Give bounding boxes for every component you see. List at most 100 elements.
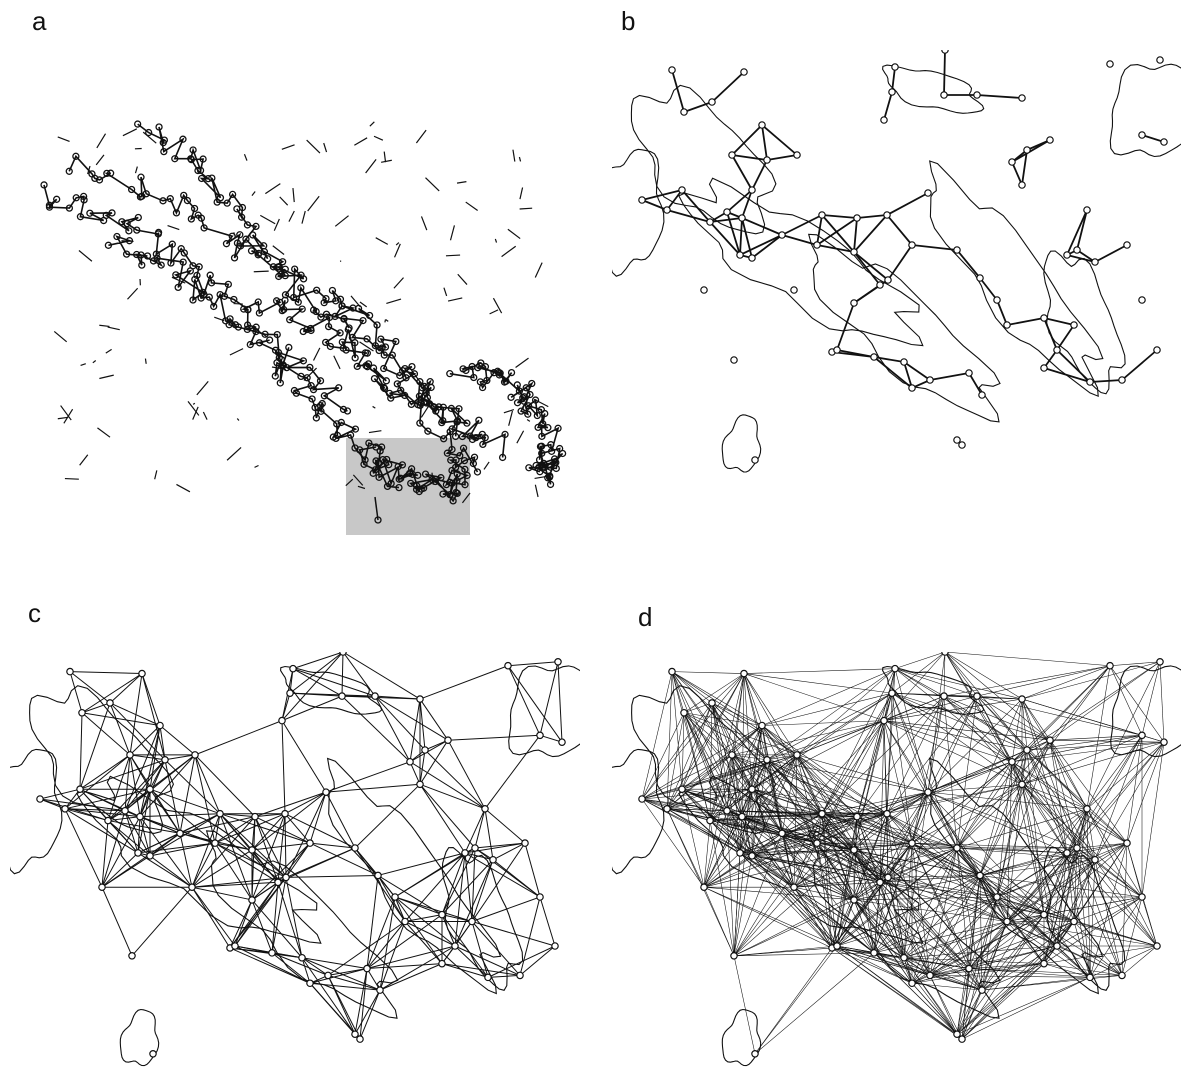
- network-edge: [761, 725, 823, 814]
- overview-edge: [386, 298, 402, 304]
- network-edge: [996, 847, 1078, 898]
- network-edge: [816, 813, 888, 844]
- overview-edge: [292, 188, 295, 203]
- network-edge: [1121, 896, 1143, 976]
- overview-node: [524, 402, 533, 410]
- network-edge: [961, 921, 1075, 1040]
- network-edge: [887, 784, 1023, 878]
- network-edge: [292, 668, 376, 697]
- overview-node: [414, 471, 422, 479]
- network-edge: [1141, 661, 1161, 736]
- network-edge: [703, 849, 855, 888]
- network-edge: [379, 945, 456, 991]
- overview-node: [519, 394, 527, 402]
- network-edge: [903, 896, 998, 958]
- overview-node: [544, 423, 552, 432]
- network-edge: [996, 808, 1088, 898]
- network-node: [98, 883, 106, 892]
- network-edge: [447, 734, 541, 741]
- overview-node: [306, 363, 314, 372]
- network-edge: [927, 791, 1068, 854]
- network-edge: [1026, 749, 1068, 853]
- overview-node: [479, 440, 487, 449]
- network-edge: [1006, 914, 1045, 922]
- network-edge: [836, 896, 998, 947]
- network-edge: [149, 788, 181, 834]
- network-edge: [301, 957, 356, 1035]
- network-node: [1008, 158, 1016, 166]
- network-edge: [79, 712, 83, 790]
- network-edge: [366, 968, 381, 991]
- network-edge: [1141, 735, 1165, 743]
- overview-node: [102, 211, 110, 220]
- overview-node: [281, 296, 289, 304]
- overview-node: [254, 251, 262, 259]
- cell-outline: [29, 685, 175, 834]
- network-edge: [234, 877, 287, 947]
- network-node: [138, 669, 146, 678]
- network-edge: [354, 847, 379, 876]
- network-edge: [731, 154, 753, 191]
- network-edge: [879, 847, 958, 883]
- network-node: [324, 971, 332, 980]
- network-edge: [781, 214, 823, 236]
- network-edge: [751, 855, 833, 949]
- overview-node: [86, 209, 94, 217]
- network-edge: [761, 124, 768, 161]
- overview-node: [526, 390, 534, 399]
- network-edge: [761, 725, 798, 756]
- network-node: [146, 785, 154, 794]
- network-edge: [234, 945, 311, 984]
- network-edge: [641, 798, 783, 834]
- network-edge: [726, 788, 753, 811]
- network-edge: [796, 754, 823, 814]
- network-edge: [831, 842, 913, 949]
- overview-node: [395, 483, 403, 492]
- network-edge: [891, 693, 958, 849]
- network-node: [638, 795, 646, 803]
- network-edge: [149, 759, 166, 790]
- network-edge: [1026, 749, 1128, 844]
- overview-node: [381, 343, 390, 351]
- network-edge: [131, 886, 193, 957]
- network-edge: [836, 882, 881, 947]
- network-edge: [781, 833, 855, 901]
- overview-node: [401, 391, 409, 400]
- overview-node: [286, 316, 294, 324]
- network-edge: [853, 882, 881, 901]
- overview-edge: [288, 210, 295, 222]
- overview-node: [179, 135, 187, 143]
- network-edge: [766, 720, 885, 761]
- network-edge: [766, 759, 929, 793]
- overview-node: [206, 271, 214, 279]
- overview-node: [365, 311, 374, 320]
- overview-node: [380, 384, 389, 393]
- network-edge: [733, 899, 855, 957]
- network-edge: [441, 963, 489, 978]
- network-node: [748, 186, 756, 194]
- overview-node: [80, 196, 88, 204]
- overview-node: [517, 407, 525, 415]
- network-edge: [703, 754, 798, 888]
- overview-node: [344, 325, 352, 334]
- overview-node: [456, 452, 464, 460]
- overview-edge: [465, 201, 478, 212]
- network-edge: [454, 859, 494, 947]
- network-node: [638, 196, 646, 204]
- overview-node: [222, 240, 231, 248]
- overview-node: [298, 305, 306, 313]
- overview-node: [159, 197, 167, 205]
- network-edge: [741, 189, 753, 219]
- network-node: [973, 692, 981, 700]
- network-edge: [484, 808, 526, 844]
- overview-node: [224, 280, 232, 288]
- network-edge: [124, 725, 161, 811]
- network-node: [958, 1035, 966, 1043]
- overview-node: [197, 294, 205, 302]
- network-node: [339, 652, 347, 656]
- network-node: [723, 806, 731, 815]
- network-edge: [853, 847, 958, 851]
- overview-node: [394, 462, 402, 471]
- overview-node: [420, 382, 428, 391]
- overview-node: [195, 263, 203, 271]
